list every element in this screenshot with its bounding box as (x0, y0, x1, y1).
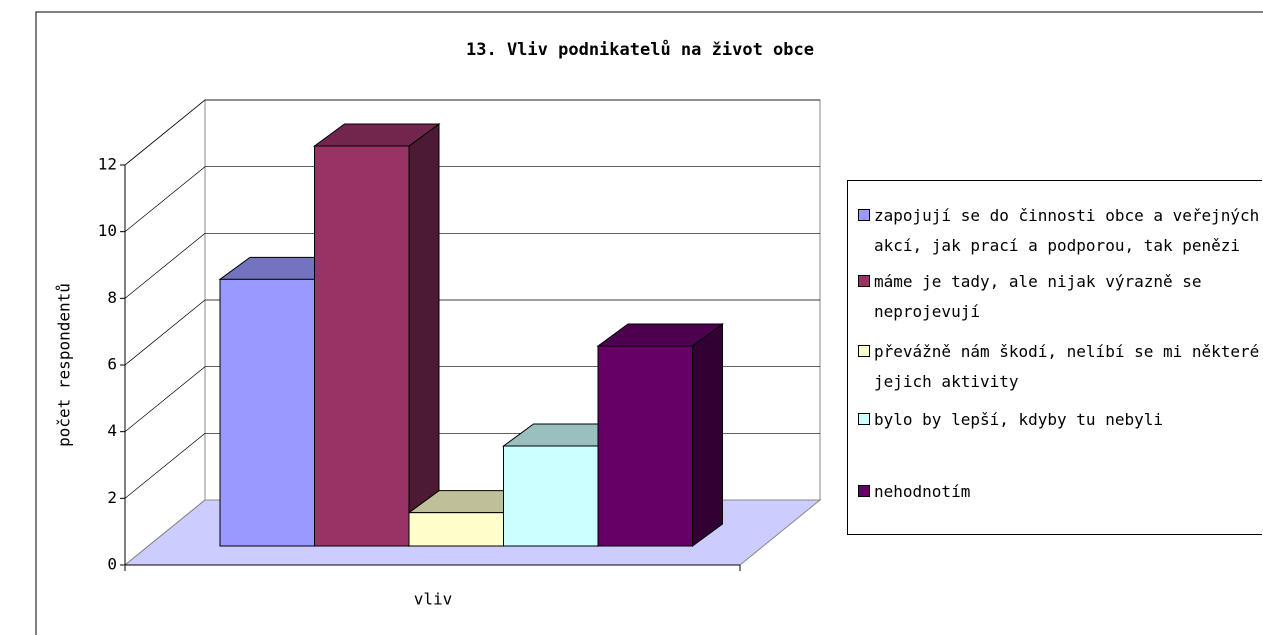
bar-side (408, 123, 440, 547)
bar-side (692, 323, 723, 547)
legend-swatch (858, 209, 870, 221)
legend: zapojují se do činnosti obce a veřejných… (847, 180, 1262, 535)
legend-item: zapojují se do činnosti obce a veřejných… (856, 201, 1261, 261)
y-tick-label: 6 (107, 355, 117, 374)
y-axis-label: počet respondentů (55, 283, 74, 447)
legend-item: máme je tady, ale nijak výrazně se nepro… (856, 267, 1261, 327)
legend-label: bylo by lepší, kdyby tu nebyli (874, 410, 1163, 429)
grid-line (124, 166, 820, 232)
y-tick-label: 10 (98, 221, 117, 240)
legend-swatch (858, 413, 870, 425)
y-tick-label: 0 (107, 555, 117, 574)
grid-line (124, 299, 820, 366)
bar (312, 123, 441, 547)
y-tick-label: 12 (98, 155, 117, 174)
chart-title: 13. Vliv podnikatelů na život obce (466, 38, 814, 60)
grid-line (124, 99, 820, 166)
bar-front (219, 278, 315, 547)
legend-label: nehodnotím (874, 482, 971, 501)
y-tick-label: 2 (107, 488, 117, 507)
bar-front (408, 512, 504, 547)
x-tick-label: vliv (414, 590, 453, 609)
bar-front (503, 445, 599, 547)
bar-front (314, 145, 410, 547)
y-tick-label: 8 (107, 288, 117, 307)
legend-item: bylo by lepší, kdyby tu nebyli (856, 405, 1261, 435)
legend-label: převážně nám škodí, nelíbí se mi některé… (874, 342, 1260, 391)
legend-swatch (858, 275, 870, 287)
legend-swatch (858, 345, 870, 357)
y-tick-label: 4 (107, 421, 117, 440)
bar-front (597, 345, 693, 547)
bar (596, 323, 725, 547)
legend-swatch (858, 485, 870, 497)
legend-label: zapojují se do činnosti obce a veřejných… (874, 206, 1260, 255)
grid-line (124, 232, 820, 299)
legend-item: převážně nám škodí, nelíbí se mi některé… (856, 337, 1261, 397)
legend-label: máme je tady, ale nijak výrazně se nepro… (874, 272, 1202, 321)
legend-item: nehodnotím (856, 477, 1261, 507)
